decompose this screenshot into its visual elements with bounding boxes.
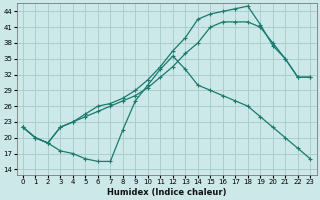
- X-axis label: Humidex (Indice chaleur): Humidex (Indice chaleur): [107, 188, 226, 197]
